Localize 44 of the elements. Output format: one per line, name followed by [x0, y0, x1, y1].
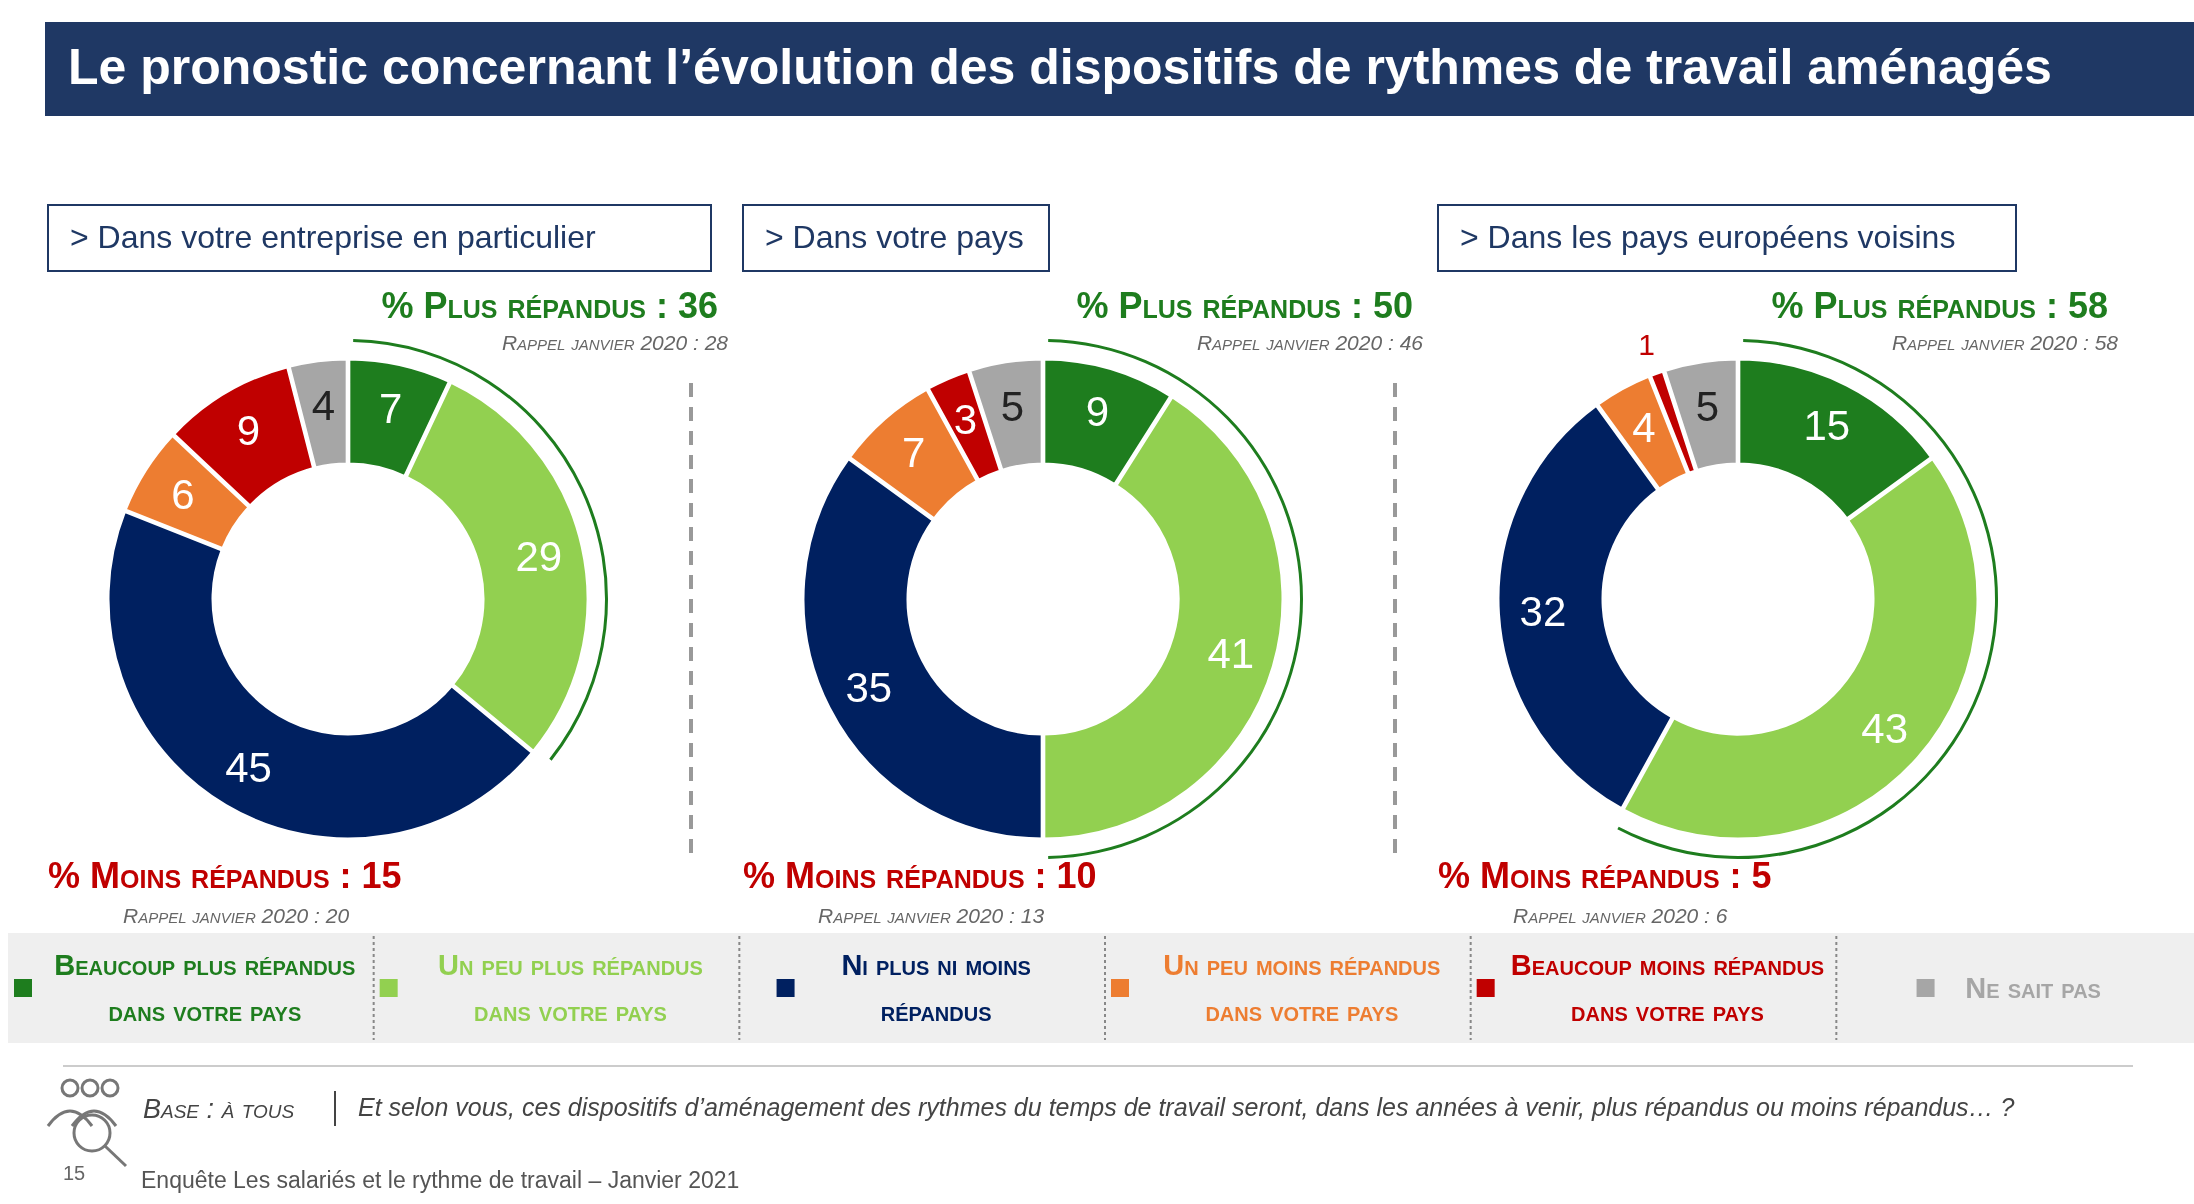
text: % Moins répandus : 10 — [743, 855, 1097, 896]
data-label: 5 — [1000, 382, 1025, 430]
text: Enquête Les salariés et le rythme de travail – Janvier 2021 — [141, 1167, 740, 1193]
data-label: 29 — [515, 533, 563, 581]
legend-label: Ne sait pas — [1965, 972, 2101, 1005]
legend-label: Ni plus ni moins répandus — [841, 949, 1031, 1028]
chart-title: > Dans votre entreprise en particulier — [70, 219, 596, 255]
data-label: 41 — [1207, 630, 1255, 678]
chart-title: > Dans votre pays — [765, 219, 1024, 255]
data-label: 9 — [1085, 387, 1110, 435]
data-label: 32 — [1519, 587, 1567, 635]
text: Le pronostic concernant l’évolution des dispositifs de rythmes de travail aménagés — [68, 39, 2052, 95]
text: Rappel janvier 2020 : 20 — [123, 904, 350, 927]
data-label: 35 — [845, 664, 893, 712]
data-label: 5 — [1695, 382, 1720, 430]
legend-label: Beaucoup plus répandus dans votre pays — [54, 949, 356, 1028]
data-label: 3 — [953, 396, 978, 444]
text: % Moins répandus : 5 — [1438, 855, 1772, 896]
text: % Plus répandus : 50 — [1076, 285, 1413, 326]
data-label: 7 — [902, 429, 926, 477]
chart-title: > Dans les pays européens voisins — [1460, 219, 1956, 255]
text: Rappel janvier 2020 : 6 — [1513, 904, 1728, 927]
text: % Plus répandus : 58 — [1771, 285, 2108, 326]
legend-label: Un peu moins répandus dans votre pays — [1163, 949, 1441, 1028]
data-label: 1 — [1638, 328, 1655, 362]
legend-label: Un peu plus répandus dans votre pays — [438, 949, 703, 1028]
text: Rappel janvier 2020 : 13 — [818, 904, 1045, 927]
data-label: 4 — [1632, 404, 1656, 452]
legend-label: Beaucoup moins répandus dans votre pays — [1510, 949, 1825, 1028]
text: Base : à tous — [143, 1094, 295, 1124]
data-label: 15 — [1803, 401, 1851, 449]
text: % Plus répandus : 36 — [381, 285, 718, 326]
data-label: 4 — [311, 381, 336, 429]
text: Rappel janvier 2020 : 28 — [501, 331, 729, 354]
text: Et selon vous, ces dispositifs d’aménagement des rythmes du temps de travail seront, dans les années à venir, plus répandus ou moins répandus… ? — [358, 1093, 2015, 1121]
text: 15 — [63, 1162, 86, 1184]
data-label: 9 — [236, 407, 261, 455]
text: Rappel janvier 2020 : 58 — [1891, 331, 2119, 354]
data-label: 43 — [1861, 704, 1909, 752]
data-label: 7 — [378, 384, 403, 432]
text: % Moins répandus : 15 — [48, 855, 402, 896]
data-label: 6 — [171, 470, 195, 518]
text: Rappel janvier 2020 : 46 — [1196, 331, 1424, 354]
data-label: 45 — [225, 743, 272, 791]
